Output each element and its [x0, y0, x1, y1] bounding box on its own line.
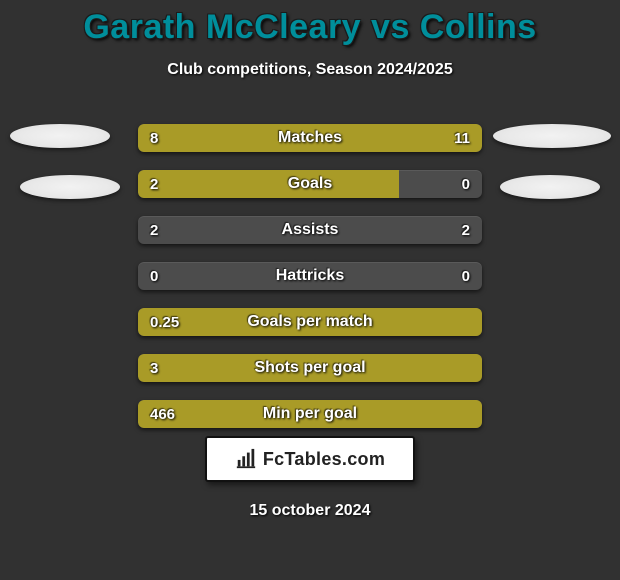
stat-row: 22Assists [138, 216, 482, 244]
subtitle: Club competitions, Season 2024/2025 [0, 61, 620, 79]
stat-label: Goals per match [138, 308, 482, 336]
date: 15 october 2024 [0, 502, 620, 520]
stat-label: Min per goal [138, 400, 482, 428]
badge-text: FcTables.com [263, 449, 385, 470]
stat-label: Shots per goal [138, 354, 482, 382]
page-title: Garath McCleary vs Collins [0, 0, 620, 47]
stat-row: 00Hattricks [138, 262, 482, 290]
player-silhouette [20, 175, 120, 199]
stat-row: 466Min per goal [138, 400, 482, 428]
stat-rows: 811Matches 20Goals 22Assists 00Hattricks 0.2… [138, 124, 482, 446]
fctables-badge[interactable]: FcTables.com [205, 436, 415, 482]
player-silhouette [10, 124, 110, 148]
player-silhouette [500, 175, 600, 199]
stat-label: Matches [138, 124, 482, 152]
player-silhouette [493, 124, 611, 148]
stat-row: 20Goals [138, 170, 482, 198]
stat-row: 3Shots per goal [138, 354, 482, 382]
stat-row: 811Matches [138, 124, 482, 152]
stat-label: Goals [138, 170, 482, 198]
stat-label: Assists [138, 216, 482, 244]
stat-row: 0.25Goals per match [138, 308, 482, 336]
stat-label: Hattricks [138, 262, 482, 290]
bar-chart-icon [235, 448, 257, 470]
